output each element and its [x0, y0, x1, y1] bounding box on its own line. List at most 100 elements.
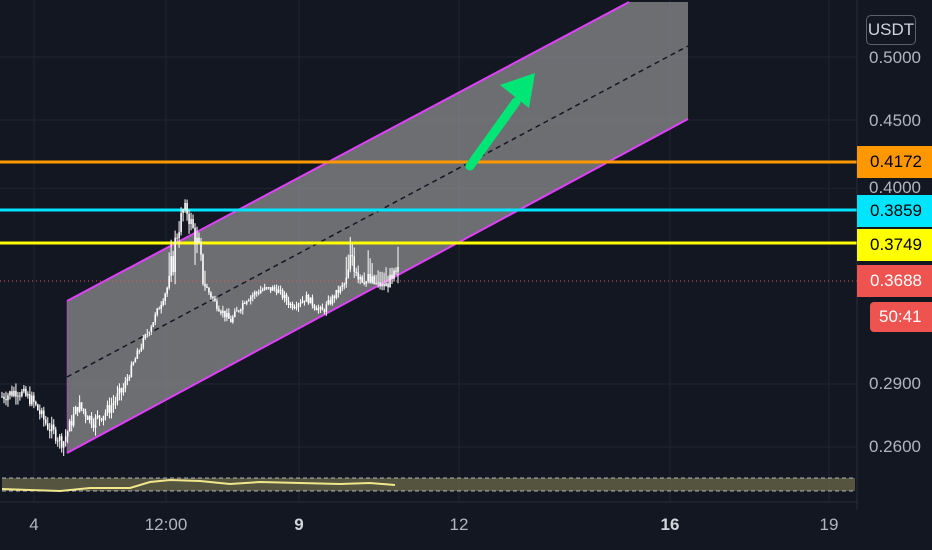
candle-body [180, 212, 182, 233]
candle-body [5, 399, 7, 401]
candle-body [361, 276, 363, 283]
price-tick: 0.4500 [869, 111, 921, 130]
candle-body [94, 417, 97, 428]
candle-body [325, 304, 328, 312]
candle-body [367, 274, 369, 282]
candle-body [395, 270, 397, 272]
candle-body [134, 358, 137, 363]
candle-body [347, 269, 350, 278]
candle-body [132, 362, 135, 365]
candle-body [245, 301, 248, 304]
candle-body [345, 277, 348, 284]
candle-body [206, 286, 208, 288]
candle-body [267, 287, 270, 289]
candle-body [249, 296, 252, 301]
candle-body [158, 308, 161, 310]
price-tick: 0.4000 [869, 178, 921, 197]
parallel-channel[interactable] [67, 2, 688, 453]
time-tick: 16 [660, 515, 680, 534]
candle-body [377, 282, 379, 284]
candle-body [33, 395, 35, 402]
candle-body [263, 287, 266, 290]
candle-body [17, 395, 19, 397]
candle-body [307, 294, 310, 304]
candle-body [218, 308, 220, 312]
level-price-tag[interactable]: 0.3749 [857, 229, 932, 261]
oscillator-pane [1, 477, 855, 493]
candle-body [339, 286, 342, 293]
candle-body [321, 307, 324, 311]
candle-body [289, 303, 292, 306]
candle-body [238, 310, 240, 312]
candle-body [365, 281, 367, 284]
candle-body [39, 410, 41, 415]
candle-body [295, 306, 298, 308]
candle-body [319, 307, 322, 309]
candle-body [349, 255, 352, 270]
currency-button[interactable]: USDT [866, 15, 916, 45]
candle-body [391, 274, 393, 279]
time-tick: 12 [449, 515, 469, 534]
candle-body [196, 237, 198, 243]
candle-body [62, 441, 65, 448]
channel-lower-border[interactable] [66, 118, 689, 454]
candle-body [29, 394, 31, 405]
candle-body [335, 289, 338, 299]
candle-body [25, 388, 27, 396]
candle-body [106, 405, 109, 413]
time-axis[interactable] [0, 510, 858, 550]
candle-body [232, 316, 234, 323]
candle-body [74, 407, 77, 415]
candle-body [375, 283, 377, 285]
candle-body [104, 412, 107, 416]
candle-body [126, 378, 129, 381]
candle-body [192, 219, 194, 228]
candle-body [146, 333, 149, 335]
candle-body [269, 287, 272, 291]
candle-body [58, 436, 61, 441]
candle-body [66, 431, 69, 437]
candle-body [178, 232, 180, 238]
candle-body [208, 287, 210, 293]
candle-body [255, 292, 258, 294]
candle-body [112, 403, 115, 406]
candle-body [353, 256, 356, 272]
candle-body [273, 287, 276, 289]
level-price-tag[interactable]: 0.4172 [857, 146, 932, 178]
candle-body [228, 313, 230, 319]
candle-body [31, 395, 33, 405]
candle-body [381, 283, 383, 287]
candle-body [383, 283, 385, 287]
candle-body [226, 313, 228, 318]
candle-body [297, 303, 300, 307]
candle-body [234, 311, 236, 317]
candle-body [210, 292, 212, 298]
candle-body [333, 296, 336, 299]
candle-body [138, 350, 141, 352]
candle-body [90, 416, 93, 425]
candle-body [76, 407, 79, 412]
level-price-tag[interactable]: 0.3859 [857, 195, 932, 227]
candle-body [84, 411, 87, 417]
channel-upper-border[interactable] [66, 1, 630, 302]
candle-body [313, 305, 316, 309]
candle-body [186, 203, 188, 214]
candle-body [279, 289, 282, 291]
time-tick: 19 [819, 515, 839, 534]
candle-body [42, 410, 45, 420]
candle-body [40, 410, 43, 415]
candle-body [230, 318, 232, 323]
candle-body [60, 436, 63, 448]
candle-body [11, 391, 13, 396]
candle-body [182, 209, 184, 213]
candle-body [224, 310, 226, 318]
up-arrow[interactable] [465, 73, 535, 171]
last-price-tag[interactable]: 0.3688 [857, 265, 932, 297]
candle-body [35, 401, 37, 405]
candle-body [170, 256, 172, 276]
candle-body [222, 310, 224, 313]
candle-body [293, 307, 296, 309]
candle-body [355, 271, 358, 273]
candle-body [236, 310, 238, 312]
